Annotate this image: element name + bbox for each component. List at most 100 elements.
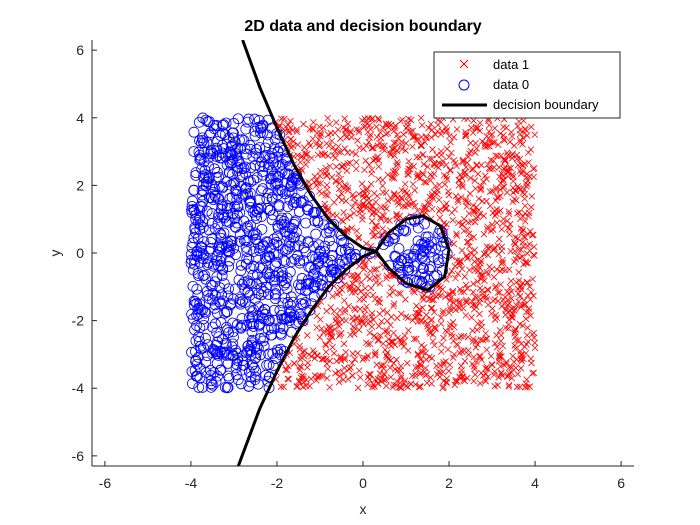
- data1-point: [520, 233, 528, 240]
- data0-point: [215, 203, 227, 215]
- data1-point: [409, 127, 417, 135]
- data1-point: [379, 225, 386, 232]
- data1-point: [445, 191, 453, 199]
- data1-point: [444, 346, 452, 353]
- data1-point: [487, 352, 495, 360]
- data1-point: [379, 340, 387, 347]
- data1-point: [478, 272, 485, 280]
- data1-point: [302, 151, 309, 159]
- data1-point: [494, 297, 502, 305]
- data0-point: [255, 185, 267, 197]
- data0-point: [416, 276, 428, 288]
- data0-point: [275, 329, 287, 341]
- data0-point: [227, 207, 239, 219]
- data0-point: [194, 363, 206, 374]
- data1-point: [524, 292, 532, 299]
- data0-point: [274, 304, 286, 316]
- data0-point: [238, 163, 250, 174]
- data1-point: [377, 332, 384, 339]
- data0-point: [308, 268, 320, 280]
- data1-point: [404, 119, 411, 127]
- data0-point: [236, 134, 248, 145]
- data1-point: [332, 154, 339, 162]
- data0-point: [285, 179, 297, 190]
- data1-point: [453, 232, 461, 239]
- data1-point: [396, 383, 403, 391]
- data1-point: [374, 298, 382, 306]
- data0-point: [201, 205, 213, 217]
- data0-point: [249, 227, 261, 239]
- data1-point: [344, 187, 352, 194]
- data1-point: [466, 190, 474, 197]
- data1-point: [389, 145, 397, 153]
- data0-point: [250, 147, 262, 159]
- data0-point: [186, 201, 198, 212]
- data0-point: [206, 217, 218, 229]
- data1-point: [502, 305, 510, 313]
- data1-point: [493, 219, 501, 227]
- data1-point: [471, 365, 478, 373]
- data0-point: [217, 333, 228, 345]
- data1-point: [368, 227, 376, 235]
- data1-point: [387, 342, 395, 350]
- data1-point: [521, 218, 529, 225]
- data1-point: [366, 134, 374, 141]
- data0-point: [224, 156, 236, 168]
- data1-point: [325, 323, 333, 330]
- data1-point: [440, 334, 447, 342]
- data1-point: [459, 157, 467, 164]
- data1-point: [397, 290, 404, 297]
- data1-point: [403, 359, 411, 367]
- data0-point: [260, 142, 271, 154]
- data0-point: [403, 264, 415, 276]
- data1-point: [505, 208, 513, 215]
- data1-point: [408, 372, 416, 380]
- data0-point: [401, 276, 412, 288]
- data1-point: [481, 172, 489, 180]
- data1-point: [500, 156, 507, 163]
- data1-point: [440, 172, 448, 179]
- data1-point: [290, 360, 298, 367]
- data1-point: [460, 332, 468, 340]
- data0-point: [221, 321, 232, 333]
- data1-point: [400, 131, 407, 138]
- data1-point: [518, 161, 525, 168]
- data1-point: [517, 246, 525, 254]
- data0-point: [315, 205, 327, 217]
- data0-point: [210, 290, 221, 301]
- data1-point: [314, 352, 321, 360]
- data1-point: [369, 144, 376, 151]
- data1-point: [525, 308, 533, 316]
- data0-point: [188, 254, 200, 266]
- data1-point: [379, 189, 387, 196]
- data1-point: [341, 181, 349, 189]
- data1-point: [518, 285, 525, 293]
- data0-point: [227, 154, 239, 166]
- data0-point: [188, 258, 200, 270]
- data1-point: [318, 150, 326, 157]
- data1-point: [531, 344, 539, 352]
- data1-point: [500, 135, 508, 143]
- data0-point: [416, 268, 428, 280]
- data1-point: [462, 131, 470, 138]
- data1-point: [382, 217, 390, 224]
- data1-point: [485, 117, 492, 124]
- data1-point: [434, 187, 441, 194]
- data1-point: [530, 334, 538, 342]
- data1-point: [520, 355, 527, 363]
- data1-point: [324, 192, 332, 199]
- data1-point: [414, 207, 421, 214]
- data1-point: [428, 173, 436, 180]
- data1-point: [484, 161, 492, 168]
- data1-point: [456, 176, 463, 184]
- data0-point: [232, 374, 244, 386]
- data1-point: [519, 239, 526, 246]
- data1-point: [519, 189, 527, 197]
- data1-point: [296, 342, 303, 350]
- data1-point: [383, 275, 390, 282]
- data0-point: [268, 238, 280, 250]
- data0-point: [277, 297, 289, 309]
- data1-point: [484, 142, 491, 150]
- data1-point: [498, 243, 506, 251]
- data1-point: [428, 155, 435, 163]
